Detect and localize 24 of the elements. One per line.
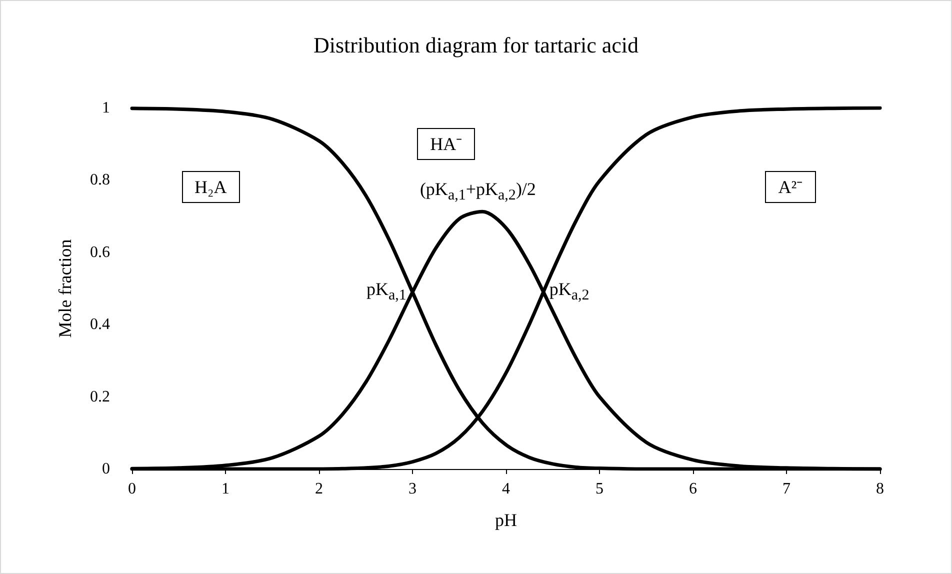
y-tick-label: 0.4 (90, 316, 110, 334)
y-tick-label: 0 (102, 460, 110, 478)
x-tick-label: 3 (408, 480, 416, 498)
y-tick-label: 1 (102, 100, 110, 116)
x-tick-label: 4 (502, 480, 510, 498)
x-tick-label: 7 (782, 480, 790, 498)
annotation: A²⁻ (765, 171, 816, 204)
annotation: pK$_{a,2}$ (549, 279, 590, 304)
y-tick-label: 0.8 (90, 172, 110, 189)
annotation: pK$_{a,1}$ (366, 279, 406, 304)
x-tick-label: 1 (222, 480, 230, 498)
y-axis-title: Mole fraction (55, 239, 75, 338)
y-tick-label: 0.2 (90, 388, 110, 406)
x-tick-label: 6 (689, 480, 697, 498)
annotation: H₂A (182, 171, 240, 204)
x-tick-label: 0 (128, 480, 136, 498)
x-tick-label: 5 (596, 480, 604, 498)
annotation: (pK$_{a,1}$+pK$_{a,2}$)/2 (420, 178, 536, 204)
x-axis-title: pH (495, 510, 517, 530)
x-tick-label: 2 (315, 480, 323, 498)
annotation: HA⁻ (417, 128, 476, 160)
chart-title: Distribution diagram for tartaric acid (314, 32, 638, 58)
y-tick-label: 0.6 (90, 244, 110, 261)
x-tick-label: 8 (876, 480, 884, 498)
